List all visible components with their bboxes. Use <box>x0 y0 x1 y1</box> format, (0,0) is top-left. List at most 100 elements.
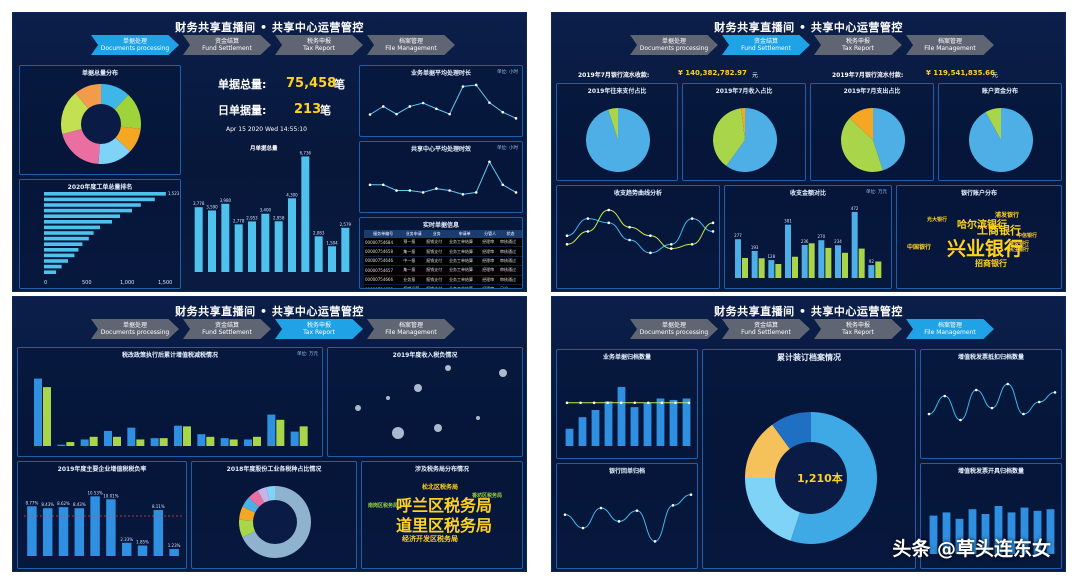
panel-banks: 银行账户分布 兴业银行 工商银行 哈尔滨银行 招商银行 中国银行 浦发银行 光大银行 中信银行民… <box>896 185 1062 289</box>
table-cell: 报销支付 <box>425 256 449 267</box>
step-fund[interactable]: 资金结算 Fund Settlement <box>183 319 271 339</box>
panel-title: 银行账户分布 <box>960 190 997 197</box>
step-label: 税务申报 <box>306 38 331 45</box>
series-line <box>928 383 1056 421</box>
point <box>607 208 611 212</box>
step-file[interactable]: 档案管理 File Management <box>367 35 455 55</box>
flow-out-value: ¥ 119,541,835.66 <box>926 69 995 77</box>
panel-title: 增值税发票开具归档数量 <box>957 468 1024 475</box>
bar <box>669 399 678 446</box>
line-chart <box>563 493 693 543</box>
point <box>368 183 372 187</box>
point <box>581 526 585 530</box>
column-header: 状态 <box>499 230 522 238</box>
cloud-word: 南岗区税务局 <box>368 503 399 509</box>
data-label: 8.62% <box>57 501 70 506</box>
step-fund[interactable]: 资金结算 Fund Settlement <box>722 319 810 339</box>
data-label: 8.11% <box>152 504 165 509</box>
step-fund[interactable]: 资金结算 Fund Settlement <box>183 35 271 55</box>
table-cell: 报销支付 <box>425 265 449 276</box>
cloud-word: 光大银行 <box>927 217 948 223</box>
step-tax[interactable]: 税务申报 Tax Report <box>814 35 902 55</box>
step-documents[interactable]: 单据处理 Documents processing <box>91 319 179 339</box>
point <box>488 101 491 104</box>
cloud-word: 民生银行 <box>1009 247 1030 253</box>
panel-trend: 收支趋势曲线分析 <box>556 185 720 289</box>
step-file[interactable]: 档案管理 File Management <box>906 35 994 55</box>
panel-vat-issue: 增值税发票开具归档数量 <box>920 463 1062 569</box>
data-label: 234 <box>834 239 842 244</box>
panel-title: 2020年度工单总量排名 <box>67 184 133 191</box>
bar <box>136 439 145 446</box>
bar <box>57 444 66 446</box>
line-chart <box>368 83 518 120</box>
bar <box>261 213 270 272</box>
panel-doc-archive: 业务单据归档数量 <box>556 349 698 459</box>
table-row[interactable]: 00000754633报销运营报销支付业务工单结算经理审已退 <box>364 284 522 288</box>
line-chart <box>368 160 518 196</box>
panel-title: 银行回单归档 <box>608 468 645 475</box>
step-label-en: File Management <box>924 45 976 52</box>
bar <box>253 436 261 446</box>
data-label: 2.33% <box>120 537 133 542</box>
table-row[interactable]: 00000754666 业务报 报销支付 业务工单结算 经理审 审核通过 <box>364 275 522 285</box>
bar <box>981 514 990 554</box>
page-title: 财务共享直播间 • 共享中心运营管控 <box>714 305 903 318</box>
step-label-en: Tax Report <box>842 45 874 52</box>
step-tax[interactable]: 税务申报 Tax Report <box>814 319 902 339</box>
flow-in-unit: 元 <box>752 72 759 79</box>
point <box>592 401 596 405</box>
day-value: 213 <box>294 102 322 117</box>
bar <box>127 427 136 446</box>
step-tax[interactable]: 税务申报 Tax Report <box>275 35 363 55</box>
unit-label: 单位: 小时 <box>497 146 518 151</box>
bar <box>44 248 79 252</box>
cloud-word: 经济开发区税务局 <box>402 535 458 543</box>
point <box>711 221 715 225</box>
step-file[interactable]: 档案管理 File Management <box>906 319 994 339</box>
table-cell: 业务工单结算 <box>448 275 482 285</box>
table-cell: 审核通过 <box>499 246 522 257</box>
bar <box>1046 509 1055 554</box>
step-fund[interactable]: 资金结算 Fund Settlement <box>722 35 810 55</box>
point <box>586 230 590 233</box>
table-row[interactable]: 00000754684 预一报 报销支付 业务工单结算 经理审 审核通过 <box>364 238 522 248</box>
point <box>628 225 631 229</box>
point <box>408 189 412 192</box>
bar <box>968 509 977 554</box>
bar-chart: 8.77% 8.43% 8.62% 8.43%10.53%10.01%2.33%1.8… <box>24 490 182 556</box>
point <box>408 105 412 108</box>
panel-binding: 累计装订档案情况 1,210本 <box>702 349 916 569</box>
bar <box>835 245 841 278</box>
bar <box>808 243 815 278</box>
table-cell: 集一报 <box>402 265 426 276</box>
point <box>669 242 673 246</box>
point <box>501 183 505 187</box>
step-documents[interactable]: 单据处理 Documents processing <box>630 35 718 55</box>
step-documents[interactable]: 单据处理 Documents processing <box>630 319 718 339</box>
data-label: 3,980 <box>220 198 232 203</box>
bar <box>785 224 791 278</box>
table-cell: 审核通过 <box>499 256 522 267</box>
table-row[interactable]: 00000754658 集一报 报销支付 业务工单结算 经理审 审核通过 <box>364 246 522 257</box>
point <box>586 217 590 220</box>
table-row[interactable]: 00000754646 中一报 报销支付 业务工单结算 经理审 审核通过 <box>364 256 522 267</box>
panel-title: 2019年往来支付占比 <box>587 88 647 95</box>
table-row[interactable]: 00000754657 集一报 报销支付 业务工单结算 经理审 审核通过 <box>364 265 522 276</box>
step-tax[interactable]: 税务申报 Tax Report <box>275 319 363 339</box>
bubble <box>445 365 451 371</box>
bar <box>868 265 875 278</box>
bar <box>758 258 765 278</box>
series-line <box>566 218 714 254</box>
bar <box>150 438 159 446</box>
bar <box>942 512 951 554</box>
point <box>421 191 425 194</box>
data-label: 381 <box>784 219 792 224</box>
bar <box>682 398 691 446</box>
step-documents[interactable]: 单据处理 Documents processing <box>91 35 179 55</box>
point <box>579 401 582 405</box>
bar <box>656 398 665 446</box>
step-file[interactable]: 档案管理 File Management <box>367 319 455 339</box>
panel-tax-rate: 2019年度主要企业增值税税负率 8.77% 8.43% 8.62% 8.43% 10.5… <box>17 461 187 569</box>
